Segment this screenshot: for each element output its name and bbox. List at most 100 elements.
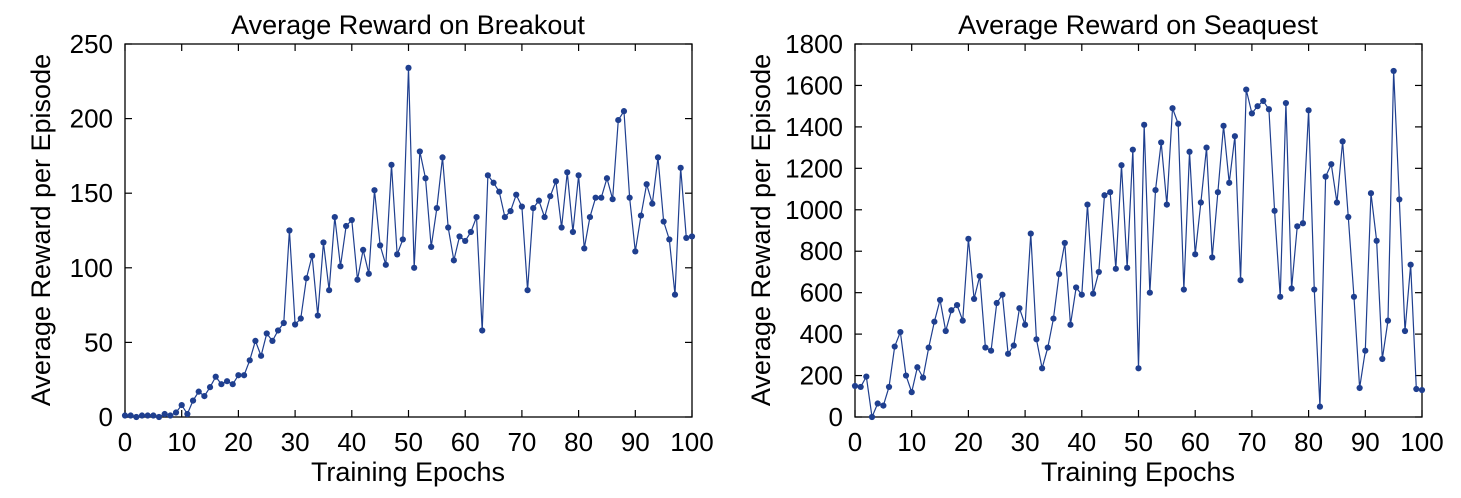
data-point	[1078, 291, 1085, 298]
y-tick-label: 1600	[785, 70, 843, 100]
data-point	[1294, 223, 1301, 230]
data-point	[1333, 199, 1341, 206]
data-point	[1362, 347, 1369, 354]
x-tick-label: 80	[564, 427, 593, 457]
data-point	[637, 212, 645, 219]
data-point	[1169, 105, 1176, 112]
data-point	[942, 327, 949, 335]
data-point	[925, 344, 932, 351]
data-point	[155, 413, 163, 421]
data-point	[1407, 261, 1414, 268]
data-point	[518, 203, 526, 210]
data-point	[473, 213, 480, 221]
data-point	[1101, 192, 1108, 199]
data-point	[1061, 239, 1068, 247]
data-point	[1175, 120, 1182, 127]
data-point	[484, 172, 491, 179]
data-point	[1282, 99, 1290, 107]
data-point	[138, 412, 146, 419]
data-point	[598, 194, 605, 201]
data-point	[1396, 196, 1403, 203]
data-point	[229, 381, 236, 388]
data-point	[150, 412, 157, 419]
data-point	[1260, 97, 1267, 105]
x-tick-label: 40	[1067, 427, 1096, 457]
data-point	[919, 374, 927, 381]
data-point	[1192, 251, 1199, 258]
seaquest-chart-svg: Average Reward on Seaquest Training Epoc…	[746, 10, 1444, 487]
y-tick-label: 50	[84, 327, 113, 357]
data-point	[1056, 270, 1063, 278]
data-point	[1118, 162, 1125, 169]
data-point	[1322, 173, 1329, 180]
data-point	[1022, 321, 1029, 328]
data-point	[626, 194, 633, 201]
data-point	[1373, 237, 1380, 244]
data-point	[575, 172, 582, 179]
x-tick-label: 30	[281, 427, 310, 457]
data-point	[1339, 138, 1346, 145]
data-point	[976, 272, 983, 280]
data-point	[144, 412, 151, 419]
data-point	[246, 357, 253, 364]
data-point	[592, 194, 599, 201]
x-tick-label: 70	[507, 427, 536, 457]
data-point	[371, 187, 378, 194]
breakout-chart-svg: Average Reward on Breakout Training Epoc…	[26, 10, 714, 487]
x-tick-label: 60	[451, 427, 480, 457]
x-tick-label: 90	[621, 427, 650, 457]
data-point	[218, 381, 225, 388]
x-tick-label: 80	[1294, 427, 1323, 457]
data-point	[1248, 110, 1255, 117]
data-point	[851, 382, 859, 390]
data-point	[880, 402, 887, 409]
chart-title: Average Reward on Breakout	[231, 10, 585, 40]
data-point	[1356, 384, 1363, 392]
data-point	[337, 263, 344, 270]
data-point	[683, 234, 690, 242]
data-point	[620, 108, 628, 115]
data-point	[297, 315, 304, 322]
data-point	[1231, 133, 1238, 140]
data-point	[127, 412, 134, 419]
data-point	[1135, 365, 1142, 372]
data-point	[1271, 207, 1278, 214]
data-point	[462, 237, 469, 245]
data-point	[467, 228, 474, 236]
data-point	[643, 181, 650, 188]
data-point	[1209, 254, 1216, 261]
data-point	[535, 197, 543, 204]
data-point	[1090, 290, 1097, 297]
data-point	[1226, 179, 1233, 186]
data-point	[569, 228, 577, 236]
y-tick-label: 800	[800, 236, 843, 266]
y-tick-label: 200	[70, 104, 113, 134]
data-point	[897, 328, 904, 336]
chart-title: Average Reward on Seaquest	[958, 10, 1318, 40]
data-point	[1299, 220, 1307, 227]
x-tick-label: 0	[848, 427, 862, 457]
data-point	[1305, 107, 1312, 114]
data-point	[161, 410, 168, 418]
data-point	[280, 319, 287, 327]
x-tick-label: 50	[394, 427, 423, 457]
x-tick-label: 60	[1181, 427, 1210, 457]
data-point	[223, 378, 231, 385]
data-point	[524, 287, 531, 294]
seaquest-chart: Average Reward on Seaquest Training Epoc…	[730, 0, 1460, 498]
data-point	[1095, 268, 1102, 276]
x-axis-label: Training Epochs	[1041, 457, 1235, 487]
data-point	[970, 295, 978, 302]
data-point	[1237, 277, 1244, 284]
x-tick-label: 40	[337, 427, 366, 457]
data-point	[348, 216, 355, 224]
data-point	[931, 318, 938, 325]
data-point	[178, 401, 185, 409]
data-point	[1050, 315, 1057, 322]
data-point	[868, 413, 876, 421]
data-point	[885, 383, 893, 391]
data-point	[382, 261, 389, 268]
data-point	[564, 169, 571, 176]
data-point	[1384, 317, 1392, 324]
data-point	[1367, 190, 1375, 197]
